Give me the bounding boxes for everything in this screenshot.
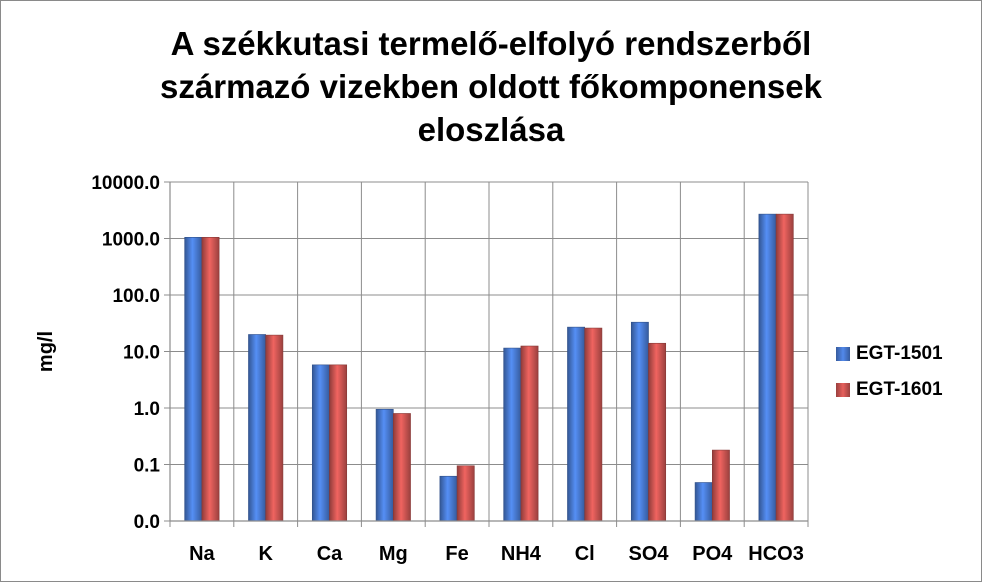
bar — [567, 326, 585, 522]
legend-item-series-1: EGT-1501 — [836, 336, 943, 372]
bar — [456, 465, 475, 522]
x-tick-label: NH4 — [501, 543, 542, 565]
bar — [265, 334, 284, 522]
y-tick-label: 1.0 — [134, 399, 160, 420]
x-tick-label: HCO3 — [748, 543, 804, 565]
bar — [201, 237, 220, 522]
legend-label-series-1: EGT-1501 — [856, 343, 943, 364]
legend-item-series-2: EGT-1601 — [836, 372, 943, 408]
y-tick-label: 0.0 — [134, 512, 160, 533]
bar — [648, 342, 667, 522]
legend-swatch-series-1 — [836, 347, 850, 361]
bar — [711, 449, 730, 522]
bar — [392, 413, 411, 522]
legend-swatch-series-2 — [836, 383, 850, 397]
x-tick-label: Na — [189, 543, 215, 565]
x-tick-label: PO4 — [692, 543, 733, 565]
y-tick-label: 10.0 — [123, 343, 160, 364]
bar — [503, 347, 522, 522]
y-axis-label: mg/l — [35, 331, 57, 372]
bar — [375, 408, 394, 522]
bar — [630, 321, 649, 522]
bar — [775, 213, 794, 522]
x-tick-label: Cl — [575, 543, 595, 565]
chart-title-line-3: eloszlása — [417, 111, 565, 148]
bar — [248, 334, 266, 522]
y-tick-label: 10000.0 — [91, 173, 160, 194]
legend-label-series-2: EGT-1601 — [856, 379, 943, 400]
bar — [758, 213, 777, 522]
bar — [439, 475, 458, 522]
chart-title: A székkutasi termelő-elfolyó rendszerből… — [0, 22, 982, 151]
x-tick-label: K — [258, 543, 273, 565]
bar — [694, 482, 713, 522]
x-tick-label: Mg — [379, 543, 408, 565]
x-tick-label: Ca — [317, 543, 343, 565]
bar — [311, 364, 330, 522]
bar — [184, 237, 203, 522]
bar — [520, 345, 539, 522]
chart-title-line-2: származó vizekben oldott főkomponensek — [160, 68, 822, 105]
x-tick-label: Fe — [445, 543, 468, 565]
x-tick-label: SO4 — [628, 543, 669, 565]
legend: EGT-1501 EGT-1601 — [836, 336, 943, 408]
y-tick-label: 1000.0 — [102, 230, 160, 251]
chart-title-line-1: A székkutasi termelő-elfolyó rendszerből — [170, 25, 812, 62]
y-tick-label: 0.1 — [134, 456, 161, 477]
y-tick-label: 100.0 — [112, 286, 160, 307]
bar — [329, 364, 348, 522]
bar — [584, 327, 603, 522]
